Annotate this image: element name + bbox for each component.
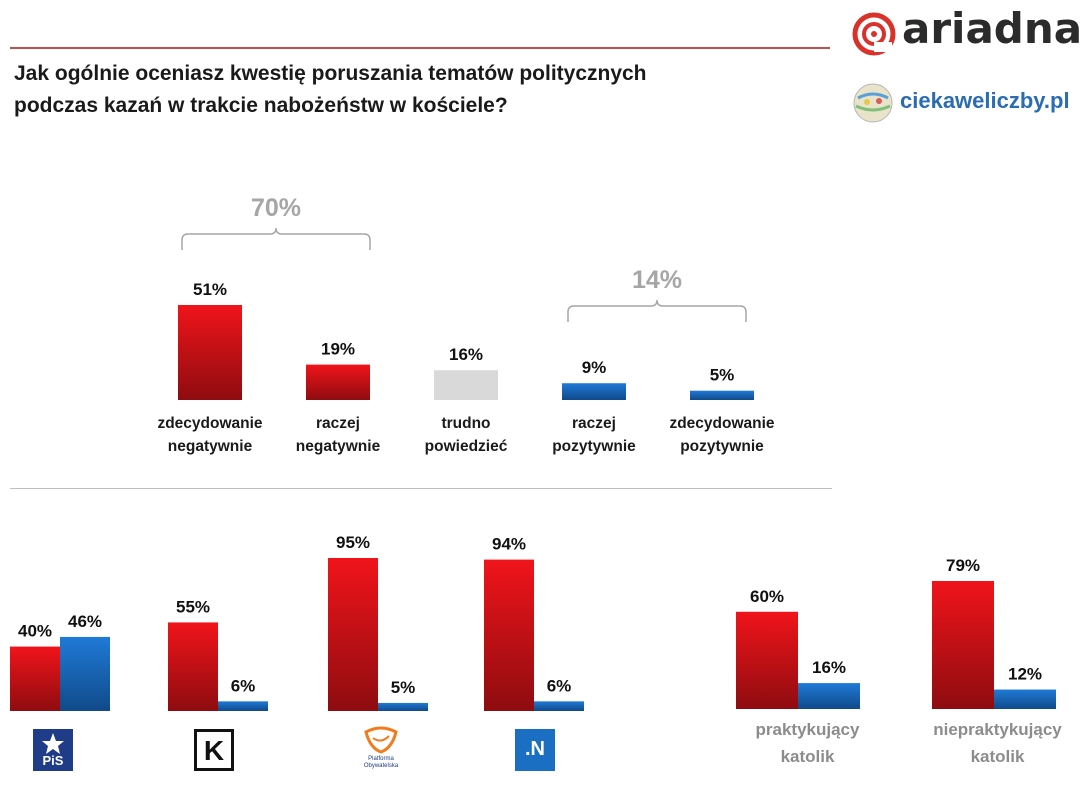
bracket-total-label: 70%	[251, 194, 301, 222]
nowoczesna-logo-icon: .N	[515, 729, 555, 771]
pis-logo-icon: PiS	[33, 729, 73, 771]
bar	[306, 364, 370, 400]
group-label: praktykujący katolik	[730, 716, 885, 770]
bar-value-label: 6%	[231, 676, 256, 695]
kukiz-logo-text: K	[203, 735, 225, 766]
bracket-total-label: 14%	[632, 266, 682, 294]
group-label-line: katolik	[780, 747, 835, 766]
bar-value-label: 40%	[18, 622, 52, 641]
bar-red	[168, 622, 218, 711]
bar	[178, 305, 242, 400]
section-divider	[10, 488, 832, 489]
bar	[562, 383, 626, 400]
category-label: raczej pozytywnie	[532, 412, 656, 458]
globe-icon	[853, 83, 893, 123]
kukiz-logo-icon: K	[194, 729, 234, 771]
category-label-line: trudno	[441, 415, 491, 432]
category-label-line: pozytywnie	[680, 438, 764, 455]
group-label-line: katolik	[970, 747, 1025, 766]
bar	[690, 390, 754, 400]
bar-value-label: 55%	[176, 597, 210, 616]
ariadna-logo-text: ariadna	[902, 4, 1083, 53]
bar-value-label: 16%	[449, 345, 483, 364]
group-label-line: niepraktykujący	[933, 720, 1062, 739]
category-label: trudno powiedzieć	[404, 412, 528, 458]
ciekaweliczby-logo: ciekaweliczby.pl	[852, 82, 1088, 128]
category-label: zdecydowanie pozytywnie	[660, 412, 784, 458]
category-label-line: negatywnie	[295, 438, 381, 455]
bar-value-label: 9%	[582, 358, 607, 377]
bar-value-label: 6%	[547, 676, 572, 695]
bar	[434, 370, 498, 400]
bar-blue	[60, 636, 110, 711]
bar-blue	[534, 701, 584, 711]
ariadna-logo: ariadna	[852, 4, 1088, 60]
title-line-2: podczas kazań w trakcie nabożeństw w koś…	[14, 94, 508, 117]
group-label: niepraktykujący katolik	[915, 716, 1080, 770]
bar-red	[484, 559, 534, 711]
category-label-line: zdecydowanie	[157, 415, 263, 432]
bar-value-label: 94%	[492, 535, 526, 554]
bar-value-label: 46%	[68, 612, 102, 631]
category-label: raczej negatywnie	[276, 412, 400, 458]
bar-red	[932, 581, 994, 709]
bar-value-label: 19%	[321, 340, 355, 359]
category-label: zdecydowanie negatywnie	[148, 412, 272, 458]
category-label-line: pozytywnie	[552, 438, 636, 455]
chart-title: Jak ogólnie oceniasz kwestię poruszania …	[14, 58, 814, 122]
po-logo-text: Platforma Obywatelska	[363, 756, 399, 769]
category-label-line: powiedzieć	[424, 438, 508, 455]
bar-blue	[798, 683, 860, 709]
category-label-line: raczej	[316, 415, 360, 432]
ariadna-swirl-icon	[852, 12, 896, 56]
bar-blue	[218, 701, 268, 711]
bar-value-label: 5%	[391, 678, 416, 697]
positive-bracket	[567, 299, 747, 322]
ciekaweliczby-logo-text: ciekaweliczby.pl	[900, 88, 1070, 113]
bar-blue	[994, 689, 1056, 709]
title-line-1: Jak ogólnie oceniasz kwestię poruszania …	[14, 62, 647, 85]
bar-value-label: 5%	[710, 366, 735, 385]
bar-red	[736, 611, 798, 709]
header-rule	[10, 47, 830, 49]
platforma-obywatelska-logo-icon: Platforma Obywatelska	[358, 726, 404, 772]
bar-value-label: 79%	[946, 556, 980, 575]
category-label-line: zdecydowanie	[669, 415, 775, 432]
negative-bracket	[181, 227, 371, 250]
bar-value-label: 51%	[193, 280, 227, 299]
category-label-line: raczej	[572, 415, 616, 432]
bar-value-label: 12%	[1008, 665, 1042, 684]
group-label-line: praktykujący	[755, 720, 860, 739]
category-label-line: negatywnie	[167, 438, 253, 455]
bar-value-label: 16%	[812, 658, 846, 677]
bar-red	[328, 558, 378, 711]
bar-value-label: 95%	[336, 533, 370, 552]
bar-value-label: 60%	[750, 587, 784, 606]
bar-red	[10, 646, 60, 711]
bar-blue	[378, 702, 428, 711]
nowoczesna-logo-text: .N	[525, 738, 545, 760]
pis-logo-text: PiS	[42, 753, 64, 768]
